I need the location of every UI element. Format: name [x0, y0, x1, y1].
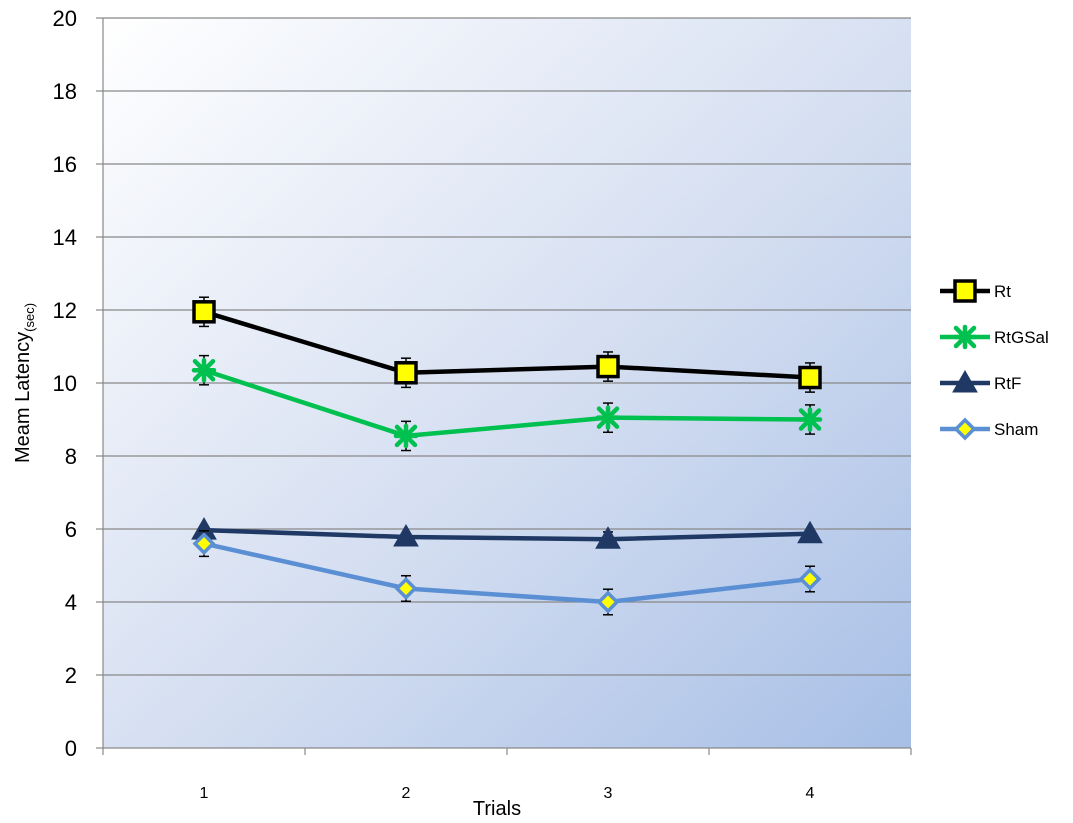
series-line: [203, 527, 811, 542]
data-point: [596, 354, 620, 379]
legend-marker: [953, 417, 977, 441]
series-line: [203, 309, 811, 380]
legend-marker: [952, 369, 978, 393]
legend-label: RtGSal: [994, 328, 1049, 347]
legend-label: Rt: [994, 282, 1011, 301]
data-point: [394, 361, 418, 385]
y-tick-label: 16: [53, 152, 77, 177]
x-tick-label: 3: [604, 785, 613, 802]
y-tick-label: 18: [53, 79, 77, 104]
series-rtf: [191, 517, 823, 549]
series-rtgsal: [191, 354, 823, 452]
legend: Rt RtGSal RtF Sham: [940, 279, 1049, 441]
x-tick-label: 1: [200, 785, 209, 802]
series-sham: [192, 530, 822, 616]
y-tick-label: 4: [65, 590, 77, 615]
legend-item-rtf: RtF: [940, 369, 1021, 393]
data-point: [798, 365, 822, 390]
y-tick-label: 12: [53, 298, 77, 323]
x-tick-label: 2: [402, 785, 411, 802]
data-point: [595, 405, 621, 430]
y-tick-label: 0: [65, 736, 77, 761]
data-point: [192, 532, 216, 556]
legend-item-rt: Rt: [940, 279, 1011, 303]
y-axis-title-sub: (sec): [22, 303, 37, 332]
data-point: [394, 577, 418, 600]
x-axis-ticks: 1 2 3 4: [102, 748, 912, 802]
legend-marker: [953, 279, 977, 303]
y-axis-title: Meam Latency(sec): [12, 303, 37, 463]
data-point: [798, 567, 822, 591]
y-tick-label: 8: [65, 444, 77, 469]
y-tick-label: 2: [65, 663, 77, 688]
y-tick-label: 6: [65, 517, 77, 542]
data-point: [797, 407, 823, 432]
data-point: [191, 357, 217, 383]
x-tick-label: 4: [806, 785, 815, 802]
series-layer: [191, 296, 823, 616]
data-point: [192, 300, 216, 324]
data-point: [797, 520, 823, 544]
x-axis-title: Trials: [473, 798, 521, 820]
data-point: [393, 423, 419, 449]
series-line: [203, 541, 811, 605]
y-tick-label: 10: [53, 371, 77, 396]
y-axis-ticks: 0 2 4 6 8 10 12 14 16 18 20: [53, 6, 103, 761]
series-rt: [192, 296, 822, 393]
legend-item-sham: Sham: [940, 417, 1038, 441]
legend-item-rtgsal: RtGSal: [940, 324, 1049, 350]
series-line: [203, 368, 811, 439]
data-point: [596, 590, 620, 614]
legend-marker: [952, 324, 978, 350]
legend-label: RtF: [994, 374, 1021, 393]
y-tick-label: 20: [53, 6, 77, 31]
y-axis-title-main: Meam Latency: [12, 332, 34, 463]
data-point: [595, 526, 621, 549]
data-point: [393, 524, 419, 547]
legend-label: Sham: [994, 420, 1038, 439]
y-tick-label: 14: [53, 225, 77, 250]
